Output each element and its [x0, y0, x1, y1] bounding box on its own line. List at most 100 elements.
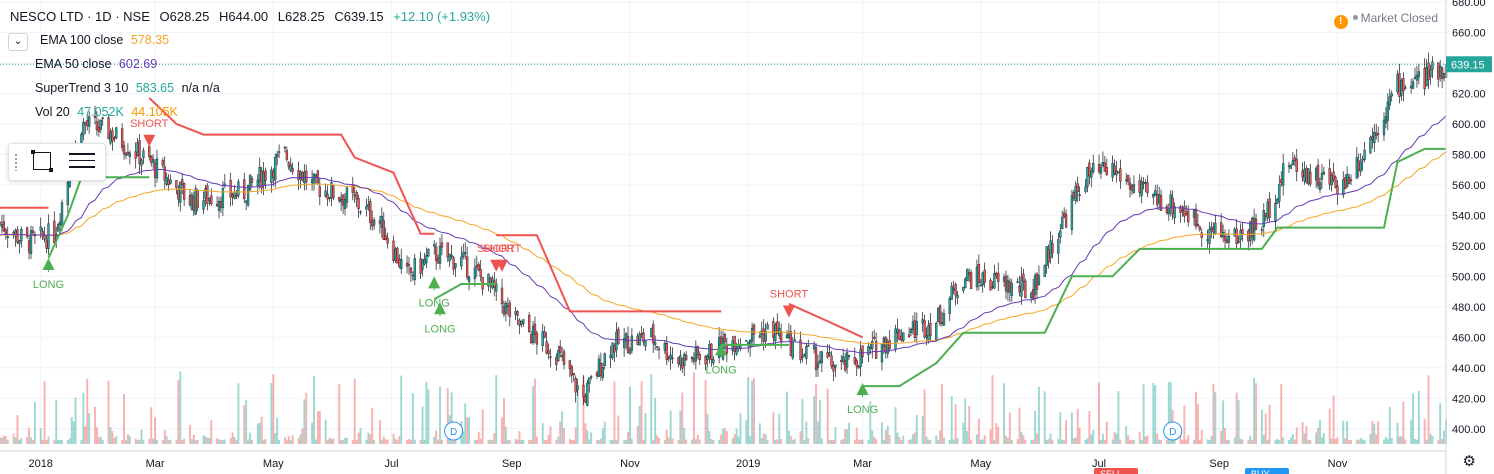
candle-body: [584, 395, 587, 403]
candle-body: [1247, 230, 1250, 242]
volume-bar: [609, 439, 612, 444]
legend-volume[interactable]: Vol 20 47.052K 44.105K: [31, 105, 178, 119]
high-value: H644.00: [219, 9, 269, 24]
legend-supertrend[interactable]: SuperTrend 3 10 583.65 n/a n/a: [31, 81, 220, 95]
candle-body: [1355, 157, 1358, 179]
volume-bar: [1036, 433, 1038, 444]
volume-bar: [941, 383, 943, 444]
candle-body: [1043, 265, 1046, 277]
candle-body: [1016, 281, 1019, 283]
volume-bar: [530, 439, 533, 444]
warning-icon[interactable]: !: [1333, 15, 1348, 29]
candle-body: [1225, 239, 1229, 244]
candle-body: [1061, 217, 1064, 229]
candle-body: [1345, 174, 1349, 187]
volume-bar: [1181, 439, 1184, 444]
candle-body: [440, 242, 444, 248]
candle-body: [134, 151, 137, 159]
supertrend-extra: n/a n/a: [181, 81, 220, 95]
drawing-toolbox[interactable]: [8, 143, 106, 181]
volume-bar: [723, 428, 726, 444]
volume-bar: [305, 392, 308, 444]
volume-bar: [1412, 393, 1414, 444]
candle-body: [935, 323, 938, 340]
volume-bar: [1388, 406, 1391, 444]
dividend-marker: [1163, 421, 1183, 441]
candle-body: [1398, 73, 1401, 97]
volume-bar: [1210, 436, 1213, 444]
candle-body: [508, 302, 511, 317]
volume-bar: [508, 439, 511, 444]
volume-bar: [1398, 436, 1401, 444]
volume-bar: [326, 440, 329, 444]
candle-body: [1320, 173, 1324, 180]
time-axis[interactable]: 2018 Mar May Jul Sep Nov 2019 Mar May Jul Sep Nov: [0, 450, 1446, 470]
legend-ema50[interactable]: EMA 50 close 602.69: [31, 57, 157, 71]
order-label: SELL: [1100, 469, 1122, 474]
candle-body: [855, 360, 858, 367]
candle-body: [601, 367, 604, 378]
volume-bar: [1373, 423, 1376, 444]
volume-bar: [861, 439, 864, 444]
volume-bar: [820, 438, 823, 444]
candle-body: [962, 286, 965, 291]
volume-bar: [433, 436, 436, 444]
volume-bar: [1383, 439, 1385, 444]
volume-bar: [506, 439, 509, 444]
candle-body: [1404, 87, 1407, 89]
candle-body: [462, 252, 465, 257]
price-axis[interactable]: 680.00660.00640.00620.00600.00580.00560.…: [1445, 0, 1492, 474]
volume-bar: [1224, 427, 1226, 444]
candle-body: [1262, 210, 1265, 227]
volume-bar: [665, 429, 668, 444]
volume-bar: [1154, 385, 1157, 444]
candle-body: [190, 194, 194, 210]
candle-body: [206, 185, 209, 204]
volume-bar: [1336, 437, 1339, 444]
volume-bar: [995, 423, 998, 444]
volume-bar: [344, 437, 346, 444]
candle-body: [66, 182, 69, 206]
volume-bar: [264, 439, 267, 444]
volume-bar: [588, 439, 591, 444]
candle-body: [1064, 214, 1068, 228]
candle-body: [572, 372, 575, 375]
volume-bar: [1115, 433, 1118, 444]
drag-handle-icon[interactable]: [14, 153, 18, 171]
candle-body: [853, 357, 856, 364]
candle-body: [805, 346, 808, 359]
candle-body: [812, 345, 816, 350]
volume-bar: [125, 439, 127, 444]
candle-body: [776, 321, 779, 335]
volume-bars: [0, 371, 1447, 444]
candle-body: [1415, 74, 1419, 81]
time-tick-label: May: [263, 458, 284, 470]
volume-bar: [799, 431, 802, 444]
volume-bar: [1322, 433, 1325, 444]
list-tool-icon[interactable]: [69, 153, 95, 171]
price-tick-label: 480.00: [1452, 302, 1486, 314]
candle-body: [413, 258, 416, 280]
candle-body: [1425, 67, 1428, 86]
candle-body: [1316, 164, 1320, 186]
volume-bar: [115, 436, 118, 444]
candle-body: [473, 267, 477, 279]
candle-body: [1388, 96, 1391, 106]
volume-bar: [627, 432, 629, 444]
settings-gear-icon[interactable]: ⚙: [1462, 453, 1476, 470]
volume-bar: [1386, 438, 1389, 444]
chevron-down-icon[interactable]: ⌄: [8, 33, 28, 51]
candle-body: [1008, 281, 1012, 293]
candle-body: [640, 332, 643, 335]
legend-ema100[interactable]: EMA 100 close 578.35: [36, 33, 169, 47]
volume-bar: [41, 439, 44, 444]
volume-bar: [1396, 422, 1399, 444]
candle-body: [586, 382, 589, 406]
volume-bar: [630, 439, 633, 444]
candle-body: [161, 160, 164, 166]
volume-bar: [1165, 439, 1168, 444]
price-tick-label: 400.00: [1452, 424, 1486, 436]
rectangle-tool-icon[interactable]: [31, 150, 53, 172]
volume-bar: [1198, 439, 1201, 444]
